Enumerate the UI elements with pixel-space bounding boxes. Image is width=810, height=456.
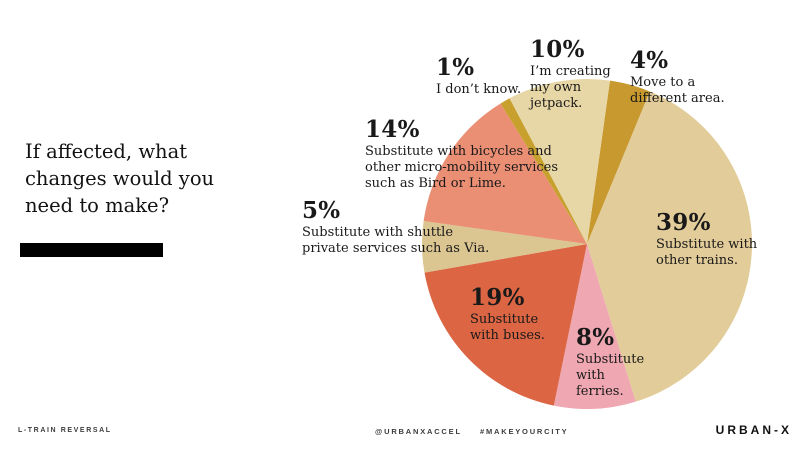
slice-pct: 39%: [656, 209, 711, 236]
slice-pct: 5%: [302, 197, 341, 224]
page-title: If affected, what changes would you need…: [25, 140, 215, 217]
pie-slice-1%: [500, 98, 587, 244]
slice-label-jetpack: 10% I’m creating my own jetpack.: [530, 38, 611, 112]
pie-slice-10%: [509, 79, 610, 244]
slice-desc: I’m creating my own jetpack.: [530, 64, 611, 111]
slice-desc: Substitute with bicycles and other micro…: [365, 144, 559, 191]
footer-hashtag: #MAKEYOURCITY: [480, 427, 569, 436]
slice-desc: Substitute with buses.: [470, 312, 545, 343]
slice-label-shuttle-via: 5% Substitute with shuttle private servi…: [302, 199, 489, 257]
slice-pct: 14%: [365, 116, 420, 143]
footer-social-handle: @URBANXACCEL: [375, 427, 462, 436]
pie-slice-19%: [424, 244, 587, 406]
title-underline-bar: [20, 243, 163, 257]
slice-label-dont-know: 1% I don’t know.: [436, 56, 521, 98]
slice-desc: Substitute with shuttle private services…: [302, 225, 490, 256]
slice-desc: Move to a different area.: [630, 75, 725, 106]
slice-pct: 1%: [436, 54, 475, 81]
footer-brand-logo: URBAN-X: [715, 423, 792, 437]
slice-desc: Substitute with ferries.: [576, 352, 645, 399]
pie-slice-5%: [422, 221, 587, 273]
pie-slice-8%: [553, 244, 636, 409]
slice-label-bicycles: 14% Substitute with bicycles and other m…: [365, 118, 558, 192]
pie-slice-39%: [587, 91, 752, 402]
pie-slice-4%: [587, 80, 650, 244]
slice-label-other-trains: 39% Substitute with other trains.: [656, 211, 757, 269]
slice-pct: 4%: [630, 47, 669, 74]
slice-pct: 19%: [470, 284, 525, 311]
slice-label-ferries: 8% Substitute with ferries.: [576, 326, 644, 400]
slice-pct: 10%: [530, 36, 585, 63]
pie-chart: [422, 79, 752, 409]
slice-label-buses: 19% Substitute with buses.: [470, 286, 545, 344]
slice-desc: I don’t know.: [436, 82, 522, 97]
pie-slice-14%: [423, 103, 587, 244]
slice-label-move-area: 4% Move to a different area.: [630, 49, 725, 107]
slice-desc: Substitute with other trains.: [656, 237, 758, 268]
footer-project-label: L-TRAIN REVERSAL: [18, 427, 112, 434]
slice-pct: 8%: [576, 324, 615, 351]
